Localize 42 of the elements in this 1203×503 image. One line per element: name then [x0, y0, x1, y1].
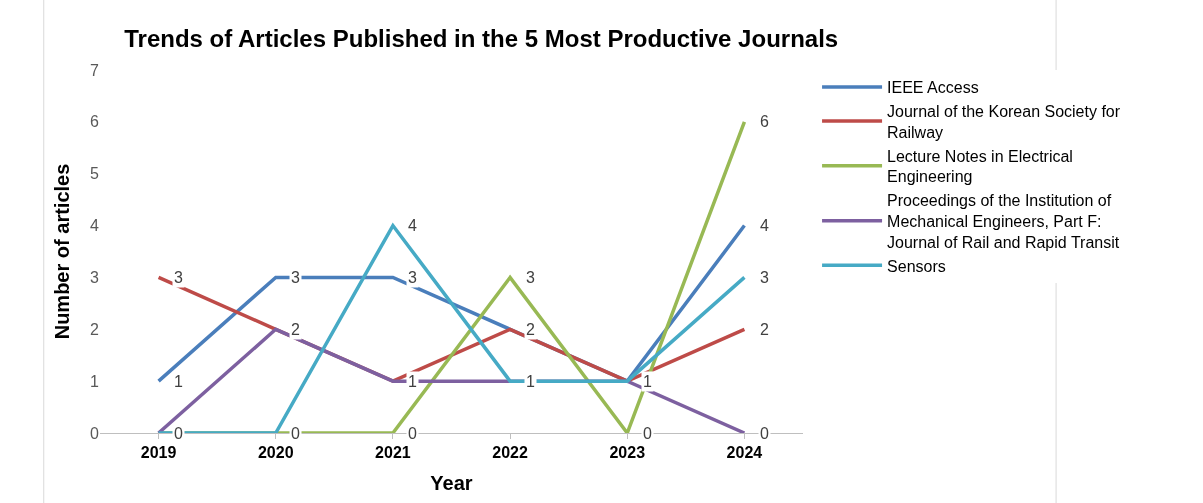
y-tick-label: 0 — [90, 424, 100, 442]
data-label: 3 — [174, 269, 183, 286]
data-label: 3 — [760, 269, 769, 286]
x-tick-label: 2019 — [140, 444, 177, 462]
data-label: 0 — [760, 425, 769, 442]
legend-label: Proceedings of the Institution of Mechanical Engineers, Part F: Journal of Rail and Rapid Transit — [887, 192, 1120, 251]
x-tick-label: 2021 — [375, 444, 411, 462]
legend-label: Lecture Notes in Electrical Engineering — [887, 147, 1073, 186]
legend-label: IEEE Access — [887, 79, 979, 97]
data-label: 1 — [174, 373, 183, 390]
data-label: 3 — [526, 269, 535, 286]
data-label: 0 — [643, 425, 652, 442]
data-label: 3 — [291, 269, 300, 286]
legend-label: Sensors — [887, 257, 946, 275]
y-tick-label: 1 — [90, 372, 100, 390]
data-label: 2 — [526, 321, 535, 338]
y-tick-label: 6 — [90, 113, 100, 131]
data-label: 2 — [291, 321, 300, 338]
data-label: 2 — [760, 321, 769, 338]
data-label: 0 — [174, 425, 183, 442]
data-label: 1 — [408, 373, 417, 390]
x-tick-label: 2022 — [492, 444, 528, 462]
y-tick-label: 3 — [90, 269, 100, 287]
x-tick-label: 2024 — [726, 444, 763, 462]
x-tick-label: 2020 — [257, 444, 294, 462]
data-label: 0 — [408, 425, 417, 442]
data-label: 4 — [760, 217, 769, 234]
data-label: 6 — [760, 113, 769, 130]
x-tick-label: 2023 — [609, 444, 646, 462]
y-tick-label: 4 — [90, 217, 100, 235]
data-label: 3 — [408, 269, 417, 286]
data-label: 1 — [526, 373, 535, 390]
y-axis-title: Number of articles — [50, 163, 73, 340]
chart-title: Trends of Articles Published in the 5 Most Productive Journals — [124, 24, 839, 52]
data-label: 4 — [408, 217, 417, 234]
data-label: 0 — [291, 425, 300, 442]
y-tick-label: 2 — [90, 320, 100, 338]
legend-label: Journal of the Korean Society for Railway — [887, 102, 1121, 141]
x-axis-title: Year — [430, 471, 473, 494]
data-label: 1 — [643, 373, 652, 390]
y-tick-label: 7 — [90, 61, 100, 79]
y-tick-label: 5 — [90, 165, 100, 183]
